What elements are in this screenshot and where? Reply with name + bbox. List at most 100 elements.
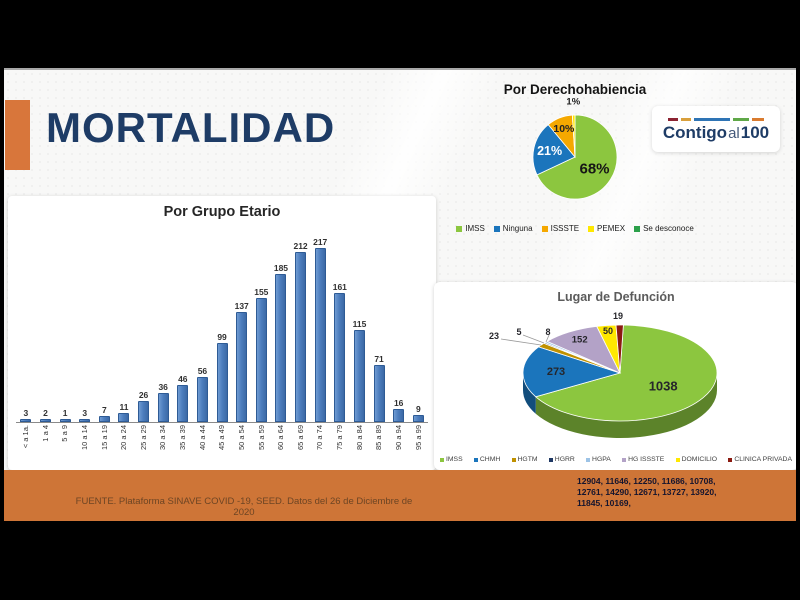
bar-category-cell: 1 a 4 <box>36 425 56 467</box>
legend-swatch-icon <box>586 457 591 462</box>
age-group-chart-panel: Por Grupo Etario 3 2 1 3 7 11 26 36 46 56 99 137 155… <box>8 196 436 470</box>
bar-column: 155 <box>252 287 272 422</box>
bar-category-cell: 15 a 19 <box>95 425 115 467</box>
derechohabiencia-pie-chart: 68% 21% 10% 1% <box>525 97 625 207</box>
bar <box>275 273 287 422</box>
bar-column: 3 <box>16 408 36 422</box>
pie-slice-label: 1% <box>566 96 581 108</box>
pie3d-side <box>523 373 536 414</box>
legend-item-hgpa: HGPA <box>586 456 611 463</box>
bar-category-cell: 95 a 99 <box>409 425 429 467</box>
bar-category-cell: 80 a 84 <box>350 425 370 467</box>
bar-value-label: 71 <box>374 354 384 365</box>
pie3d-slice-clinica-privada <box>615 324 624 374</box>
bar-value-label: 7 <box>101 405 107 416</box>
legend-label: CLINICA PRIVADA <box>734 456 792 463</box>
bar-category-label: < a 1a. <box>21 425 31 449</box>
pie-slice-label: 10% <box>553 122 575 135</box>
bar <box>216 342 228 422</box>
legend-label: Se desconoce <box>643 224 694 233</box>
bar <box>295 252 307 422</box>
bar-column: 7 <box>95 405 115 422</box>
legend-item-imss: IMSS <box>440 456 463 463</box>
bar-category-label: 20 a 24 <box>119 425 129 451</box>
callout-hgtm-value: 23 <box>488 331 500 341</box>
logo-dash <box>752 117 764 121</box>
legend-label: HGPA <box>592 456 611 463</box>
legend-swatch-icon <box>622 457 627 462</box>
pie3d-slice-imss <box>534 324 718 422</box>
bar-value-label: 3 <box>82 408 88 418</box>
bar <box>314 248 326 422</box>
bar-category-cell: 35 a 39 <box>173 425 193 467</box>
bar-chart-title: Por Grupo Etario <box>163 204 281 220</box>
bar <box>98 416 110 422</box>
callout-leader-line <box>545 334 550 343</box>
bar-chart-x-axis-labels: < a 1a. 1 a 4 5 a 9 10 a 14 15 a 19 20 a 24 25… <box>16 425 428 467</box>
bar-category-cell: < a 1a. <box>16 425 36 467</box>
bar-category-label: 10 a 14 <box>79 425 89 451</box>
bar-column: 11 <box>114 402 134 422</box>
bar-column: 137 <box>232 301 252 422</box>
bar-category-cell: 50 a 54 <box>232 425 252 467</box>
bar <box>79 419 91 422</box>
bar-value-label: 217 <box>313 237 328 247</box>
bar-column: 3 <box>75 408 95 422</box>
logo-text-number: 100 <box>740 122 770 142</box>
bar-column: 1 <box>55 408 75 422</box>
bar <box>118 413 130 422</box>
bar-column: 26 <box>134 390 154 422</box>
logo-text: Contigoal100 <box>663 124 769 141</box>
bar-category-cell: 30 a 34 <box>153 425 173 467</box>
bar-value-label: 185 <box>273 262 289 273</box>
bar-value-label: 56 <box>197 366 208 377</box>
bar-value-label: 36 <box>158 382 168 393</box>
pie-slice-label: 68% <box>579 160 610 178</box>
bar-value-label: 137 <box>234 301 249 312</box>
legend-item-imss: IMSS <box>456 224 485 233</box>
legend-swatch-icon <box>634 225 641 232</box>
bar-category-label: 1 a 4 <box>40 425 50 442</box>
callout-clinica-privada-value: 19 <box>612 311 624 321</box>
bar-category-label: 55 a 59 <box>256 425 266 451</box>
page-title: MORTALIDAD <box>46 104 336 151</box>
bar-value-label: 9 <box>415 403 421 414</box>
bar-category-cell: 85 a 89 <box>369 425 389 467</box>
bar-chart-plot: 3 2 1 3 7 11 26 36 46 56 99 137 155 185 212 217 161 115 71… <box>16 234 428 423</box>
bar-column: 217 <box>310 237 330 422</box>
callout-hgrr-value: 5 <box>516 327 522 337</box>
legend-swatch-icon <box>548 457 553 462</box>
bar <box>196 377 208 422</box>
logo-text-light: al <box>728 124 740 142</box>
legend-swatch-icon <box>541 225 548 232</box>
bar-column: 212 <box>291 241 311 422</box>
bar-category-label: 95 a 99 <box>413 425 423 451</box>
logo-dash <box>668 117 678 121</box>
bar <box>236 312 248 422</box>
lugar-defuncion-chart-panel: Lugar de Defunción 23 5 8 19 IMSS CHMH HGT… <box>434 282 796 470</box>
bar-category-label: 45 a 49 <box>217 425 227 451</box>
callout-hgpa-value: 8 <box>545 327 551 337</box>
pie3d-slice-chmh <box>522 346 622 398</box>
lugar-defuncion-3d-pie <box>500 324 718 439</box>
logo-dash <box>733 117 749 121</box>
bar <box>138 401 150 422</box>
bar-value-label: 11 <box>119 402 129 413</box>
legend-item-hg-issste: HG ISSSTE <box>622 456 664 463</box>
pie3d-value-label: 50 <box>602 326 613 337</box>
bar <box>373 365 385 422</box>
bar-category-label: 70 a 74 <box>315 425 325 451</box>
bar-value-label: 26 <box>138 390 149 401</box>
derechohabiencia-pie-svg <box>532 114 618 200</box>
bar-category-label: 80 a 84 <box>354 425 364 451</box>
bar <box>255 297 267 422</box>
bar <box>393 409 405 422</box>
legend-label: HGTM <box>517 456 538 463</box>
bar-column: 71 <box>369 354 389 422</box>
bar <box>157 393 169 422</box>
legend-swatch-icon <box>493 225 500 232</box>
bar-category-label: 40 a 44 <box>197 425 207 451</box>
bar-value-label: 212 <box>293 241 308 252</box>
bar-category-label: 65 a 69 <box>295 425 305 451</box>
